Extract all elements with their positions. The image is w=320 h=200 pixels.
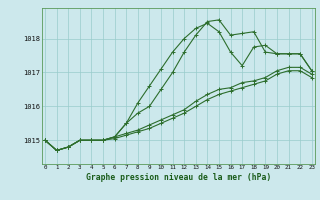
X-axis label: Graphe pression niveau de la mer (hPa): Graphe pression niveau de la mer (hPa) bbox=[86, 173, 271, 182]
